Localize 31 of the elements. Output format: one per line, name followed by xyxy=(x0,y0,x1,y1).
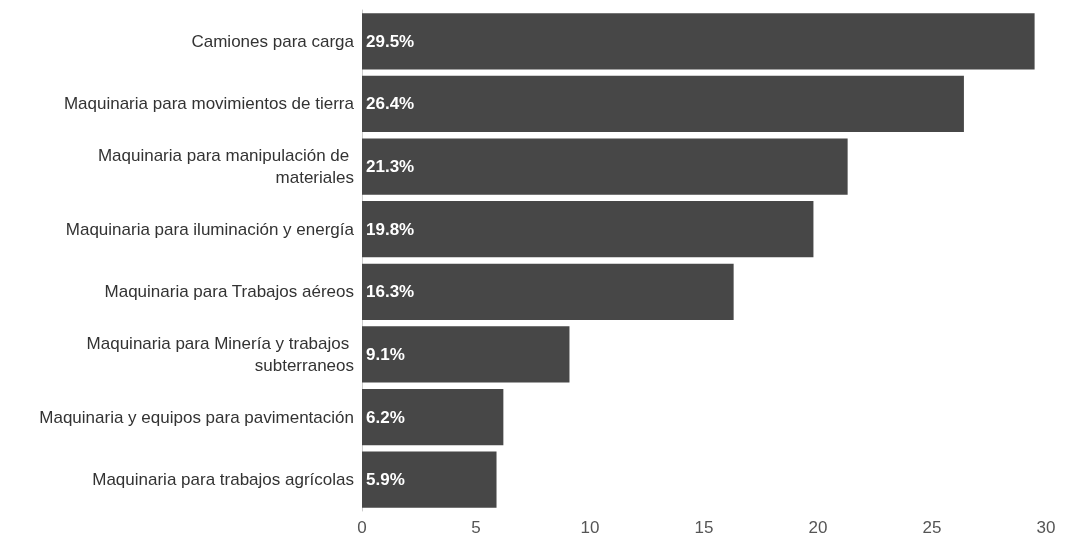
y-tick-label: Maquinaria para trabajos agrícolas xyxy=(92,470,354,490)
x-tick-label: 5 xyxy=(471,518,481,537)
y-tick-label: Maquinaria para iluminación y energía xyxy=(65,219,355,239)
data-label: 21.3% xyxy=(366,157,415,177)
bar xyxy=(362,75,964,133)
bar xyxy=(362,388,504,446)
data-label: 6.2% xyxy=(366,407,405,427)
x-tick-label: 15 xyxy=(694,518,714,537)
x-tick-label: 25 xyxy=(922,518,942,537)
y-tick-label: Camiones para carga xyxy=(191,31,355,51)
data-label: 5.9% xyxy=(366,470,405,490)
bar xyxy=(362,201,814,258)
bar xyxy=(362,451,497,508)
y-tick-label: Maquinaria para Minería y trabajos subterraneos xyxy=(86,333,354,375)
y-tick-label: Maquinaria para movimientos de tierra xyxy=(63,94,355,114)
data-label: 29.5% xyxy=(366,31,415,51)
data-label: 26.4% xyxy=(366,94,415,114)
y-tick-label: Maquinaria y equipos para pavimentación xyxy=(39,407,354,427)
x-tick-label: 0 xyxy=(357,518,367,537)
data-label: 9.1% xyxy=(366,344,405,364)
bar xyxy=(362,138,848,195)
bar xyxy=(362,326,570,383)
x-tick-label: 10 xyxy=(580,518,600,537)
x-tick-label: 30 xyxy=(1036,518,1056,537)
y-tick-label: Maquinaria para manipulación de materiales xyxy=(97,146,354,188)
y-tick-label: Maquinaria para Trabajos aéreos xyxy=(104,282,354,302)
bar xyxy=(362,13,1035,70)
bar xyxy=(362,263,734,320)
data-label: 19.8% xyxy=(366,219,415,239)
data-label: 16.3% xyxy=(366,282,415,302)
x-tick-label: 20 xyxy=(808,518,828,537)
